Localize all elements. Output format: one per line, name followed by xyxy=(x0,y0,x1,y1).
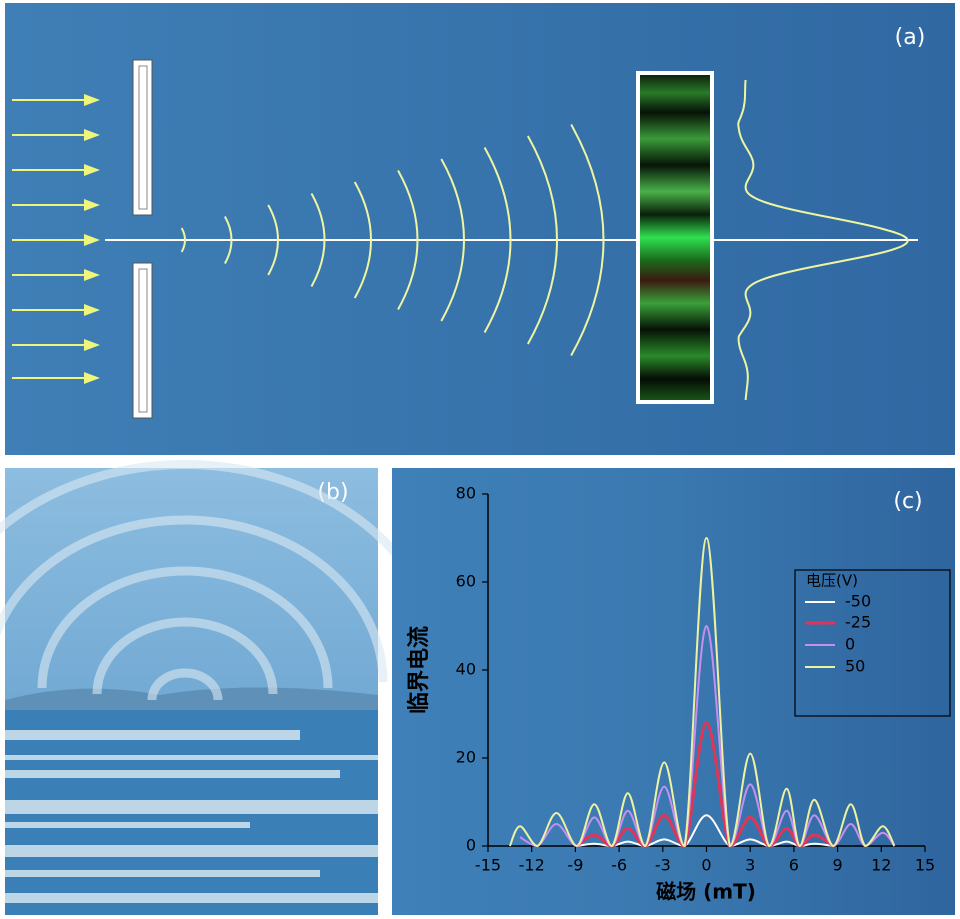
wavefront xyxy=(440,158,465,322)
series-line xyxy=(576,814,834,848)
wave-streak xyxy=(5,770,340,778)
wave-streak xyxy=(5,822,250,828)
x-tick-label: -15 xyxy=(475,856,501,875)
slit-barrier xyxy=(132,59,153,216)
arrow-head xyxy=(84,372,100,384)
wave-streak xyxy=(5,755,378,760)
wave-streak xyxy=(5,845,378,857)
x-tick-label: -3 xyxy=(655,856,671,875)
legend-label: 50 xyxy=(845,657,865,676)
ripple xyxy=(92,617,278,695)
panel-label: (a) xyxy=(895,25,926,50)
x-axis-label: 磁场 (mT) xyxy=(656,880,756,904)
series-line xyxy=(508,536,896,848)
x-tick-label: 9 xyxy=(833,856,843,875)
panel-a: (a) xyxy=(5,3,955,455)
arrow-head xyxy=(84,339,100,351)
x-tick-label: 3 xyxy=(745,856,755,875)
wavefront xyxy=(224,216,233,264)
wavefront xyxy=(483,147,512,333)
arrow-head xyxy=(84,199,100,211)
ripple xyxy=(37,566,333,689)
arrow-head xyxy=(84,94,100,106)
ripple xyxy=(147,668,223,701)
legend-label: -50 xyxy=(845,592,871,611)
slit-barrier-inner xyxy=(138,65,148,210)
wavefront xyxy=(527,135,558,345)
wavefront xyxy=(310,193,326,287)
arrow-head xyxy=(84,129,100,141)
legend-box xyxy=(794,569,951,717)
wave-streak xyxy=(5,870,320,877)
panel-background xyxy=(392,468,955,915)
wavefront xyxy=(353,181,372,299)
wave-streak xyxy=(5,800,378,814)
legend-label: 0 xyxy=(845,635,855,654)
x-tick-label: 6 xyxy=(789,856,799,875)
y-axis-label: 临界电流 xyxy=(406,626,432,714)
arrow-head xyxy=(84,269,100,281)
arrow-head xyxy=(84,234,100,246)
x-tick-label: 12 xyxy=(871,856,891,875)
intensity-profile xyxy=(737,79,909,401)
wavefront xyxy=(180,227,186,253)
screen xyxy=(636,71,714,404)
arrow-head xyxy=(84,304,100,316)
legend-label: -25 xyxy=(845,613,871,632)
y-tick-label: 60 xyxy=(456,572,476,591)
x-tick-label: 15 xyxy=(915,856,935,875)
panel-background xyxy=(5,3,955,455)
x-tick-label: 0 xyxy=(701,856,711,875)
y-tick-label: 20 xyxy=(456,748,476,767)
panel-b: (b) xyxy=(0,460,448,915)
y-tick-label: 40 xyxy=(456,660,476,679)
wavefront xyxy=(267,204,279,276)
series-line xyxy=(576,721,835,848)
wave-streak xyxy=(5,893,378,903)
x-tick-label: -9 xyxy=(567,856,583,875)
wavefront xyxy=(570,124,605,356)
wavefront xyxy=(397,170,419,310)
x-tick-label: -6 xyxy=(611,856,627,875)
slit-barrier-inner xyxy=(138,268,148,413)
wave-streak xyxy=(5,730,300,740)
x-tick-label: -12 xyxy=(519,856,545,875)
slit-barrier xyxy=(132,262,153,419)
panel-label: (c) xyxy=(893,489,922,514)
legend-title: 电压(V) xyxy=(806,572,858,590)
y-tick-label: 80 xyxy=(456,484,476,503)
arrow-head xyxy=(84,164,100,176)
y-tick-label: 0 xyxy=(466,836,476,855)
ripple xyxy=(0,515,388,683)
